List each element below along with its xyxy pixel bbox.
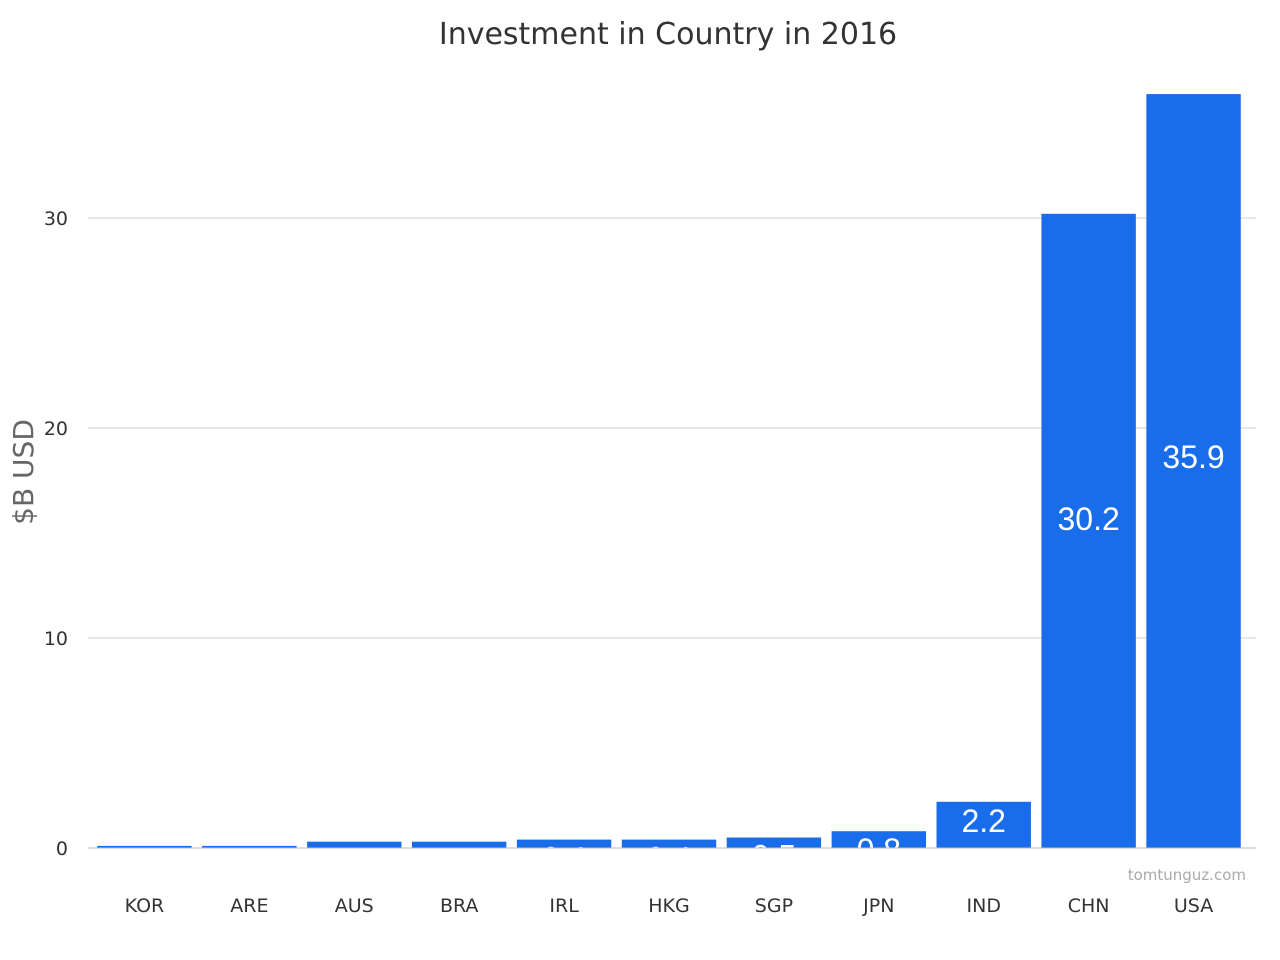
- data-label: 0.3: [437, 843, 481, 879]
- bar: [831, 831, 927, 848]
- data-label: 0.8: [857, 832, 901, 868]
- data-label: 0.4: [542, 841, 586, 877]
- data-labels: 0.1 0.1 0.3 0.3 0.4 0.4 0.5 0.8 2.2 30.2 35.9: [122, 439, 1224, 883]
- y-axis-label: $B USD: [7, 419, 40, 525]
- x-axis-ticks: KOR ARE AUS BRA IRL HKG SGP JPN IND CHN USA: [125, 895, 1214, 917]
- x-tick-label: AUS: [335, 895, 374, 917]
- x-tick-label: IRL: [549, 895, 579, 917]
- y-tick-label: 30: [44, 208, 68, 230]
- bar: [202, 845, 297, 848]
- chart-title: Investment in Country in 2016: [439, 17, 897, 52]
- y-axis-ticks: 0 10 20 30: [44, 208, 68, 860]
- x-tick-label: CHN: [1068, 895, 1110, 917]
- bar: [726, 837, 822, 848]
- data-label: 35.9: [1162, 439, 1224, 475]
- x-tick-label: KOR: [125, 895, 165, 917]
- x-tick-label: BRA: [440, 895, 478, 917]
- bar: [1146, 94, 1241, 849]
- data-label: 2.2: [961, 803, 1005, 839]
- x-tick-label: ARE: [230, 895, 268, 917]
- x-tick-label: IND: [967, 895, 1001, 917]
- y-tick-label: 20: [44, 418, 68, 440]
- bar: [97, 845, 192, 848]
- bars: [97, 94, 1241, 849]
- data-label: 0.5: [752, 839, 796, 875]
- bar: [621, 839, 717, 848]
- data-label: 0.1: [122, 847, 166, 883]
- data-label: 0.1: [227, 847, 271, 883]
- bar: [1041, 213, 1136, 849]
- bar: [411, 841, 507, 848]
- y-tick-label: 0: [56, 838, 68, 860]
- x-tick-label: USA: [1174, 895, 1213, 917]
- bar: [307, 841, 402, 848]
- x-tick-label: HKG: [648, 895, 689, 917]
- watermark: tomtunguz.com: [1128, 866, 1246, 884]
- x-tick-label: SGP: [755, 895, 793, 917]
- bar: [936, 801, 1031, 848]
- x-tick-label: JPN: [862, 895, 894, 917]
- y-tick-label: 10: [44, 628, 68, 650]
- data-label: 30.2: [1057, 501, 1119, 537]
- bar: [516, 839, 612, 848]
- data-label: 0.3: [332, 843, 376, 879]
- data-label: 0.4: [647, 841, 691, 877]
